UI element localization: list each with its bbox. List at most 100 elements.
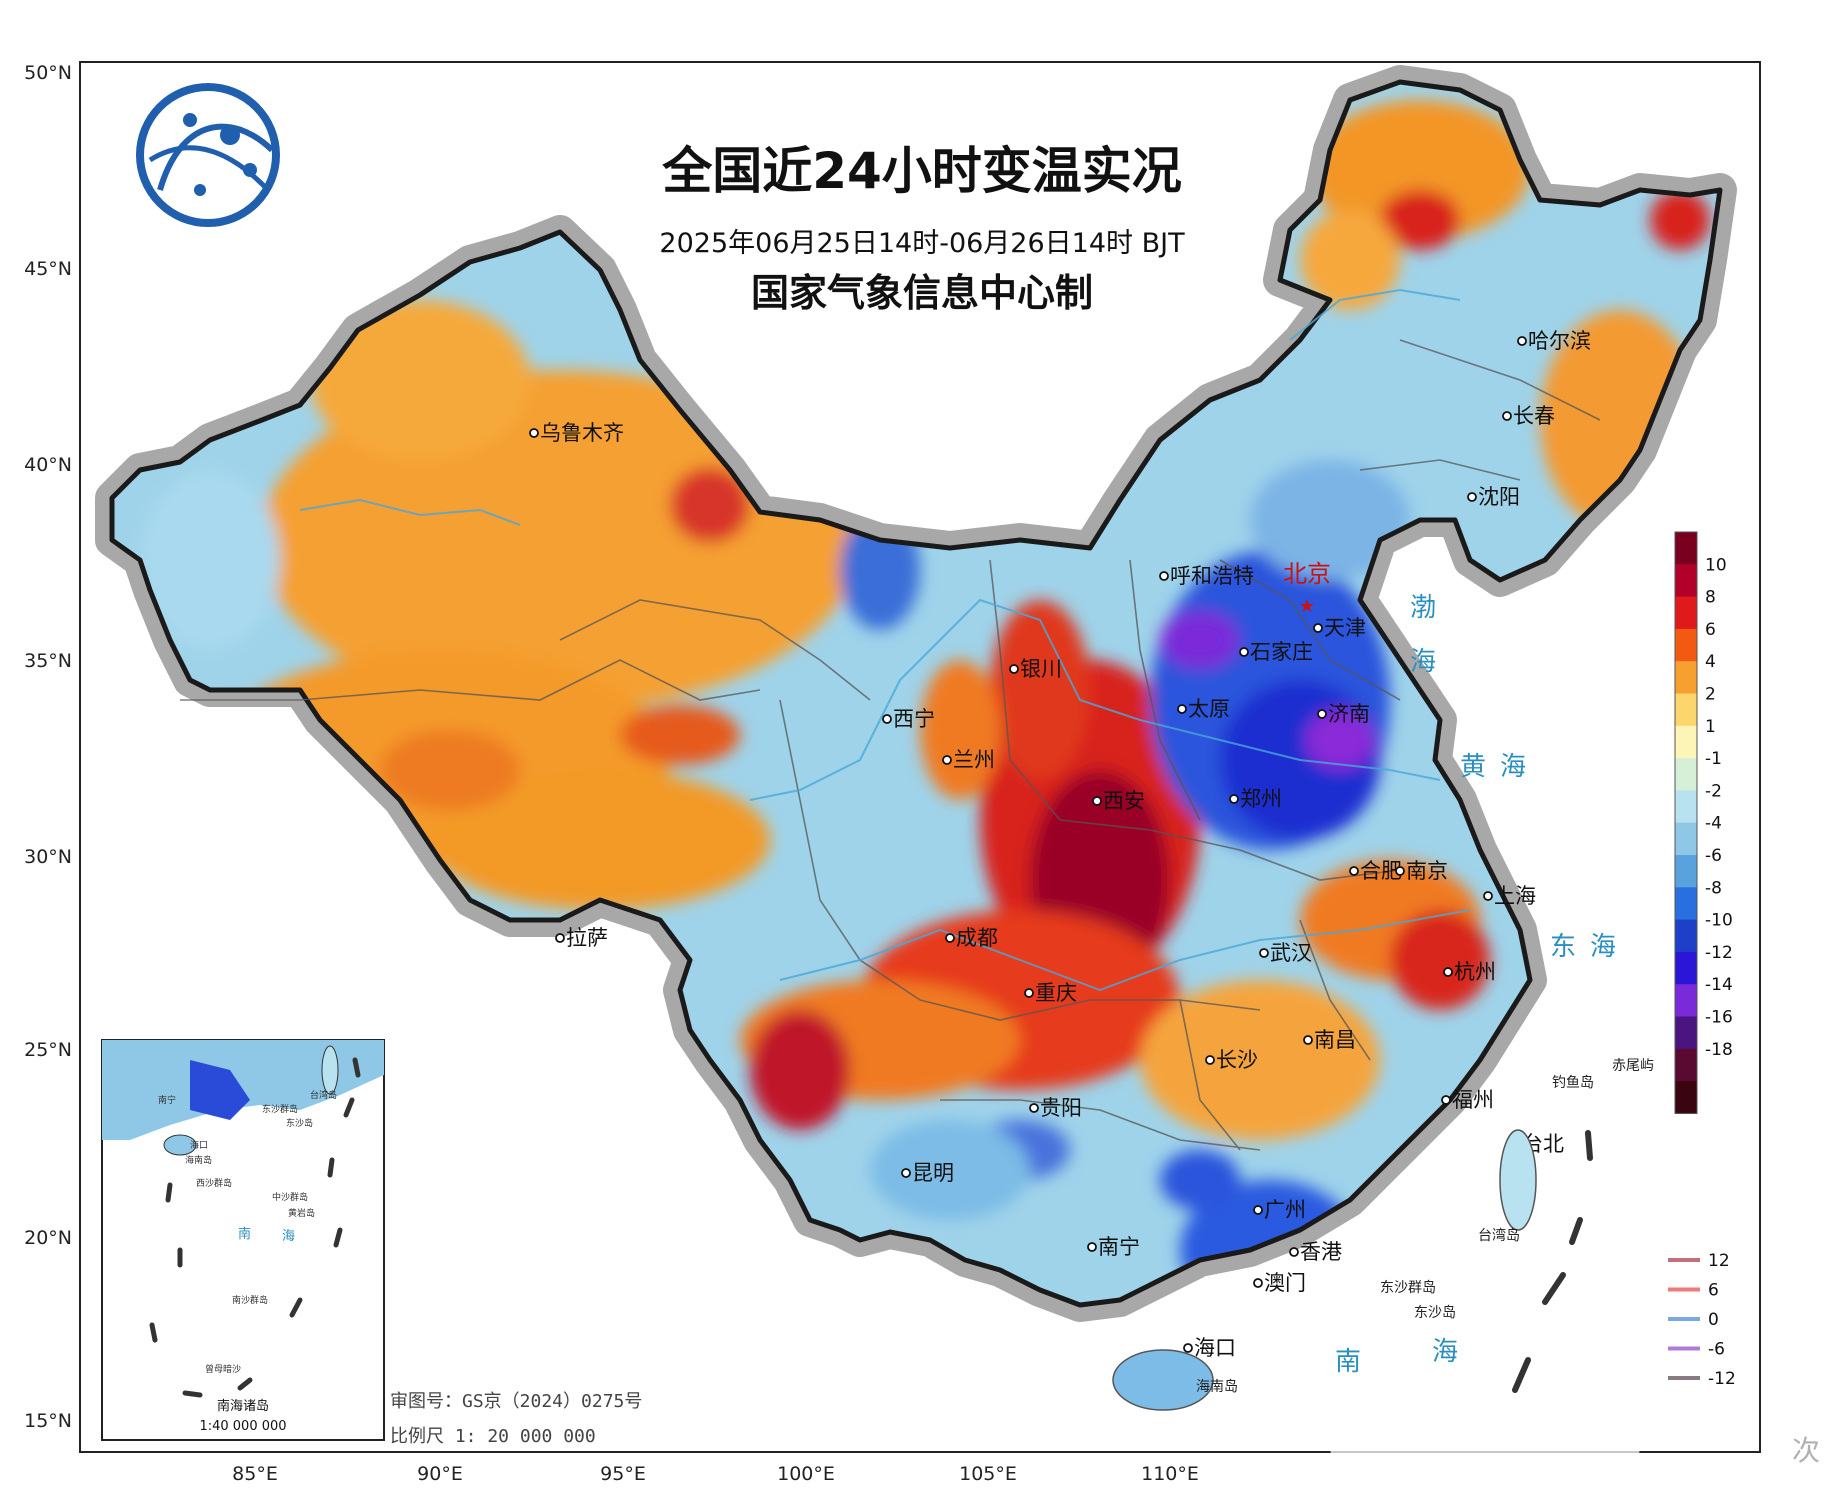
- inset-place-label: 海南岛: [185, 1154, 212, 1166]
- latitude-labels: 50°N 45°N 40°N 35°N 30°N 25°N 20°N 15°N: [24, 62, 72, 1432]
- color-bar-swatch: [1675, 596, 1697, 630]
- city-dot: [1009, 664, 1019, 674]
- map-period: 2025年06月25日14时-06月26日14时 BJT: [659, 228, 1185, 259]
- inset-scale: 1:40 000 000: [199, 1419, 286, 1434]
- color-bar-swatch: [1675, 855, 1697, 888]
- color-bar-label: -8: [1705, 878, 1722, 898]
- color-bar-swatch: [1675, 725, 1697, 759]
- city-label: 哈尔滨: [1528, 329, 1591, 353]
- city-dot: [1517, 336, 1527, 346]
- isoline-label: 6: [1708, 1281, 1719, 1301]
- city-label: 香港: [1300, 1240, 1342, 1264]
- city-label: 长沙: [1216, 1048, 1258, 1072]
- city-label: 银川: [1020, 657, 1062, 681]
- city-label: 长春: [1513, 404, 1555, 428]
- approval-number: 审图号：GS京（2024）0275号: [390, 1391, 642, 1412]
- city-dot: [1317, 709, 1327, 719]
- city-label: 昆明: [912, 1161, 954, 1185]
- sea-nanhai-1: 南: [1335, 1347, 1375, 1377]
- color-bar-swatch: [1675, 693, 1697, 727]
- color-bar-swatch: [1675, 1016, 1697, 1050]
- star-icon: ★: [1299, 596, 1315, 617]
- color-bar-swatch: [1675, 822, 1697, 856]
- island-taiwan: 台湾岛: [1478, 1227, 1520, 1244]
- inset-place-label: 东沙岛: [286, 1117, 313, 1129]
- isoline-label: 12: [1708, 1251, 1730, 1271]
- lat-label: 45°N: [24, 258, 72, 280]
- city-dot: [529, 428, 539, 438]
- city-dot: [1313, 623, 1323, 633]
- lat-label: 40°N: [24, 454, 72, 476]
- island-chiwei: 赤尾屿: [1612, 1058, 1654, 1074]
- city-label: 重庆: [1035, 981, 1077, 1005]
- city-dot: [882, 714, 892, 724]
- province-borders: [180, 339, 1601, 1151]
- rivers: [299, 288, 1471, 992]
- city-label: 上海: [1494, 884, 1536, 908]
- inset-place-label: 南沙群岛: [232, 1294, 268, 1306]
- city-label: 广州: [1264, 1198, 1306, 1222]
- lon-label: 95°E: [600, 1463, 646, 1485]
- city-dot: [1289, 1247, 1299, 1257]
- country-border: [109, 79, 1723, 1308]
- city-label: 武汉: [1270, 941, 1312, 965]
- boundary-dashes: [1512, 1130, 1593, 1393]
- color-bar-label: -6: [1705, 846, 1722, 866]
- color-bar-label: -18: [1705, 1040, 1733, 1060]
- map-title: 全国近24小时变温实况: [661, 142, 1182, 200]
- color-bar-swatch: [1675, 661, 1697, 694]
- city-label: 贵阳: [1040, 1096, 1082, 1120]
- city-dot: [1229, 794, 1239, 804]
- color-bar-label: -12: [1705, 943, 1733, 963]
- city-dot: [1239, 647, 1249, 657]
- city-dot: [1303, 1035, 1313, 1045]
- color-bar-label: 2: [1705, 685, 1716, 705]
- isoline-label: 0: [1708, 1310, 1719, 1330]
- city-dot: [1205, 1055, 1215, 1065]
- inset-place-label: 曾母暗沙: [205, 1363, 241, 1375]
- city-label: 郑州: [1240, 787, 1282, 811]
- scale-note: 比例尺 1: 20 000 000: [390, 1426, 596, 1447]
- city-dot: [1259, 948, 1269, 958]
- island-hainan: 海南岛: [1196, 1379, 1238, 1395]
- lon-label: 105°E: [959, 1463, 1017, 1485]
- city-dot: [1483, 891, 1493, 901]
- color-bar-label: 1: [1705, 717, 1716, 737]
- city-label: 西安: [1103, 789, 1145, 813]
- city-label: 澳门: [1264, 1271, 1306, 1295]
- color-bar-label: 6: [1705, 620, 1716, 640]
- inset-place-label: 台湾岛: [310, 1089, 337, 1101]
- color-bar-label: -2: [1705, 781, 1722, 801]
- city-dot: [1441, 1095, 1451, 1105]
- sea-huanghai: 黄海: [1460, 752, 1540, 782]
- color-bar-label: -4: [1705, 814, 1722, 834]
- lat-label: 35°N: [24, 650, 72, 672]
- taiwan-island-shape: [1499, 1129, 1537, 1231]
- color-bar-label: 4: [1705, 652, 1716, 672]
- color-bar-swatch: [1675, 790, 1697, 824]
- sea-bohai-2: 海: [1410, 647, 1450, 677]
- sea-donghai: 东海: [1550, 932, 1630, 962]
- city-label: 杭州: [1454, 960, 1496, 984]
- lat-label: 25°N: [24, 1039, 72, 1061]
- lon-label: 85°E: [232, 1463, 278, 1485]
- hainan-island-shape: [1112, 1349, 1214, 1411]
- color-bar-swatch: [1675, 1081, 1697, 1114]
- city-dot: [555, 933, 565, 943]
- city-dot: [1395, 866, 1405, 876]
- lon-label: 100°E: [777, 1463, 835, 1485]
- city-label: 沈阳: [1478, 485, 1520, 509]
- city-label: 南宁: [1098, 1235, 1140, 1259]
- color-bar-label: -14: [1705, 975, 1733, 995]
- city-label: 太原: [1188, 697, 1230, 721]
- color-bar-legend: 10 8 6 4 2 1 -1 -2 -4 -6 -8 -10 -12 -14 -16 -18: [1674, 531, 1733, 1114]
- inset-place-label: 南: [238, 1226, 251, 1242]
- city-label: 成都: [956, 926, 998, 950]
- color-bar-swatch: [1675, 984, 1697, 1017]
- lat-label: 30°N: [24, 846, 72, 868]
- city-dot: [1349, 866, 1359, 876]
